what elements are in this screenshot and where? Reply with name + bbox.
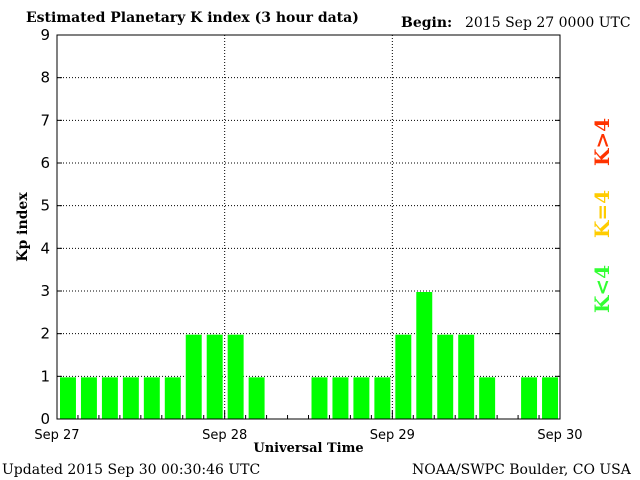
bar-20	[479, 377, 496, 419]
source-credit: NOAA/SWPC Boulder, CO USA	[412, 462, 631, 478]
bar-19	[458, 334, 475, 419]
y-tick-label: 8	[40, 69, 50, 87]
y-tick-label: 3	[40, 282, 50, 300]
x-tick-label: Sep 27	[34, 428, 79, 443]
bar-7	[206, 334, 223, 419]
bar-9	[248, 377, 265, 419]
y-axis-label: Kp index	[15, 192, 31, 262]
y-tick-label: 1	[40, 367, 50, 385]
bar-3	[122, 377, 139, 419]
bar-23	[542, 377, 558, 419]
begin-value: 2015 Sep 27 0000 UTC	[465, 15, 631, 31]
y-tick-label: 4	[40, 239, 50, 257]
bar-4	[143, 377, 160, 419]
bar-14	[353, 377, 370, 419]
bar-1	[80, 377, 97, 419]
x-axis-label: Universal Time	[253, 441, 363, 456]
bar-13	[332, 377, 349, 419]
bar-15	[374, 377, 391, 419]
bar-5	[164, 377, 181, 419]
y-tick-label: 0	[40, 410, 50, 428]
bar-12	[311, 377, 328, 419]
bar-18	[437, 334, 454, 419]
bar-8	[227, 334, 244, 419]
chart-title: Estimated Planetary K index (3 hour data…	[26, 10, 359, 26]
legend-k-equal-4: K=4	[590, 189, 614, 238]
y-tick-label: 6	[40, 154, 50, 172]
bar-17	[416, 292, 433, 419]
bar-6	[185, 334, 202, 419]
y-tick-label: 9	[40, 26, 50, 44]
x-tick-label: Sep 28	[202, 428, 247, 443]
begin-label: Begin:	[401, 15, 453, 31]
y-tick-label: 5	[40, 197, 50, 215]
x-tick-label: Sep 29	[370, 428, 415, 443]
y-tick-label: 2	[40, 325, 50, 343]
legend-k-below-4: K<4	[590, 264, 614, 313]
legend-k-above-4: K>4	[590, 117, 614, 166]
bar-2	[101, 377, 118, 419]
bar-22	[521, 377, 538, 419]
x-tick-label: Sep 30	[537, 428, 582, 443]
y-tick-label: 7	[40, 111, 50, 129]
updated-timestamp: Updated 2015 Sep 30 00:30:46 UTC	[2, 462, 261, 478]
bar-0	[60, 377, 76, 419]
bar-16	[395, 334, 412, 419]
plot-frame	[56, 34, 561, 420]
